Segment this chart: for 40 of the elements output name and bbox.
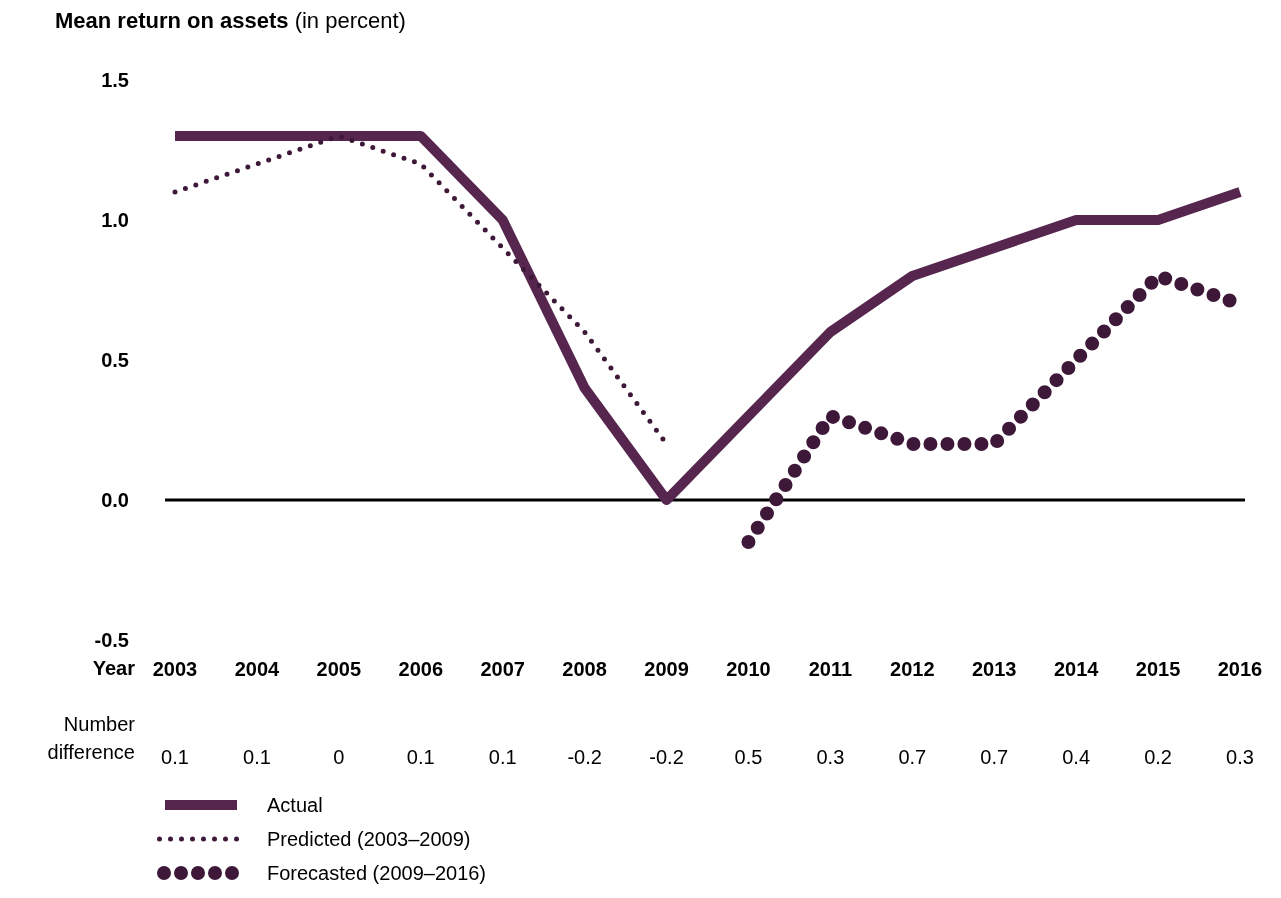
- text: 0.4: [1061, 746, 1092, 769]
- text: 0.7: [897, 746, 928, 769]
- legend-label: Forecasted (2009–2016): [267, 861, 487, 885]
- x-tick-label: 2011: [808, 658, 853, 681]
- x-tick-label: 2013: [971, 658, 1017, 681]
- chart-subtitle: (in percent): [294, 8, 406, 33]
- text: 0: [332, 746, 346, 769]
- x-tick-label: 2010: [726, 658, 771, 681]
- x-tick-label: 2003: [152, 658, 198, 681]
- x-tick-label: 2008: [562, 658, 607, 681]
- x-axis-title: Year: [91, 657, 135, 680]
- x-tick-label: 2015: [1135, 658, 1181, 681]
- text: 0.5: [733, 746, 764, 769]
- y-tick-label: 0.0: [101, 489, 129, 512]
- x-tick-label: 2012: [890, 658, 935, 681]
- x-tick-label: 2014: [1053, 658, 1100, 681]
- y-tick-label: 0.5: [101, 349, 129, 372]
- y-tick-label: 1.5: [101, 69, 129, 92]
- x-tick-label: 2006: [398, 658, 444, 681]
- text: 0.1: [160, 746, 190, 769]
- text: -0.2: [566, 746, 603, 769]
- text: Number difference: [46, 712, 135, 765]
- text: 0.2: [1143, 746, 1173, 769]
- chart-title: Mean return on assets: [55, 8, 289, 33]
- x-tick-label: 2005: [316, 658, 362, 681]
- legend-label: Predicted (2003–2009): [267, 827, 471, 851]
- text: 0.1: [242, 746, 272, 769]
- x-tick-label: 2004: [234, 658, 281, 681]
- y-tick-label: -0.5: [94, 629, 129, 652]
- text: -0.2: [648, 746, 685, 769]
- text: 0.3: [1225, 746, 1255, 769]
- x-tick-label: 2016: [1217, 658, 1263, 681]
- text: 0.7: [979, 746, 1010, 769]
- x-tick-label: 2009: [644, 658, 689, 681]
- legend-label: Actual: [267, 793, 323, 817]
- x-tick-label: 2007: [480, 658, 525, 681]
- y-tick-label: 1.0: [101, 209, 129, 232]
- text: 0.3: [815, 746, 846, 769]
- text: 0.1: [487, 746, 518, 769]
- text: 0.1: [405, 746, 436, 769]
